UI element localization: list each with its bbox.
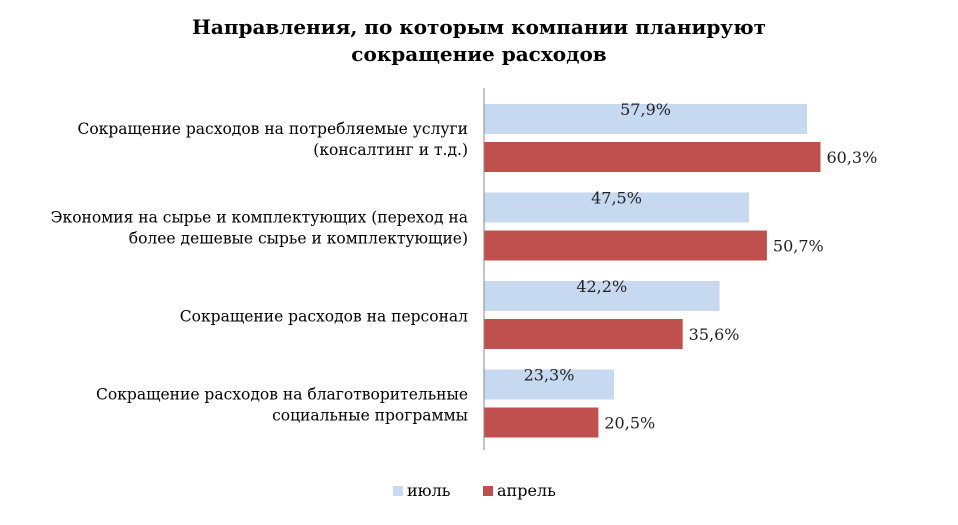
data-label: 20,5% <box>604 414 655 433</box>
bars: 57,9% 60,3% 47,5% 50,7% 42,2% 35,6% 23,3% 20,5% <box>484 100 877 438</box>
data-label: 47,5% <box>591 189 642 208</box>
data-label: 60,3% <box>826 148 877 167</box>
data-label: 35,6% <box>689 325 740 344</box>
chart-title: Направления, по которым компании планиру… <box>192 15 766 66</box>
chart-title-line: Направления, по которым компании планиру… <box>192 15 766 39</box>
legend: июль апрель <box>393 481 556 500</box>
legend-swatch <box>393 486 403 496</box>
category-label: Экономия на сырье и комплектующих (перех… <box>51 209 468 227</box>
bar-july <box>484 192 750 223</box>
data-label: 42,2% <box>576 277 627 296</box>
legend-swatch <box>483 486 493 496</box>
bar-april <box>484 230 767 261</box>
legend-item: апрель <box>483 481 556 500</box>
category-label: социальные программы <box>272 407 468 425</box>
bar-april <box>484 142 821 172</box>
category-label: Сокращение расходов на потребляемые услу… <box>77 120 468 138</box>
legend-label: июль <box>407 481 451 500</box>
bar-july <box>484 104 808 134</box>
category-label: Сокращение расходов на персонал <box>180 308 468 326</box>
category-label: (консалтинг и т.д.) <box>313 141 468 159</box>
category-labels: Сокращение расходов на потребляемые услу… <box>51 120 468 425</box>
data-label: 50,7% <box>773 237 824 256</box>
data-label: 23,3% <box>524 366 575 385</box>
bar-april <box>484 319 683 349</box>
legend-item: июль <box>393 481 451 500</box>
chart-title-line: сокращение расходов <box>351 42 606 66</box>
data-label: 57,9% <box>620 100 671 119</box>
bar-july <box>484 369 615 400</box>
category-label: Сокращение расходов на благотворительные <box>96 386 468 404</box>
bar-april <box>484 407 599 438</box>
legend-label: апрель <box>497 481 556 500</box>
bar-july <box>484 281 720 311</box>
category-label: более дешевые сырье и комплектующие) <box>129 230 468 248</box>
